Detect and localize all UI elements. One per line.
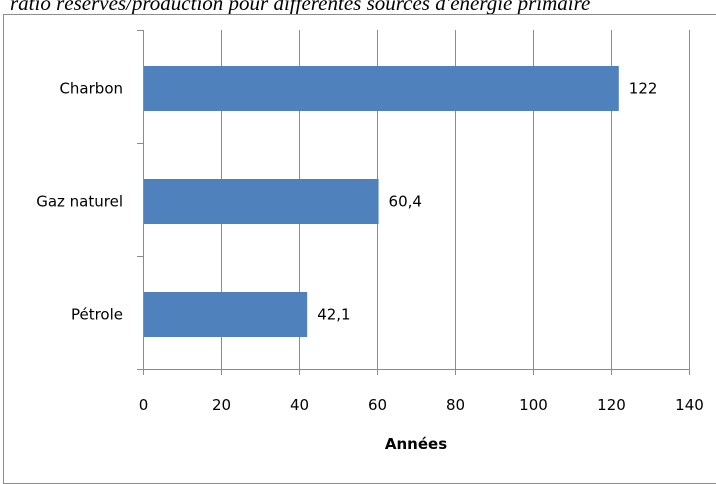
bar-gaz-naturel <box>144 179 379 224</box>
bar-charbon <box>144 66 619 111</box>
data-label: 42,1 <box>317 306 350 324</box>
category-label: Gaz naturel <box>36 193 123 211</box>
x-axis-title: Années <box>385 435 447 453</box>
bar-chart: 0 20 40 60 80 100 120 140 Charbon 122 Gaz naturel… <box>36 30 704 453</box>
x-tick-label: 140 <box>675 396 704 414</box>
data-label: 60,4 <box>389 193 422 211</box>
x-tick-label: 0 <box>139 396 149 414</box>
chart-title: ratio réserves/production pour différent… <box>10 0 591 15</box>
x-tick-label: 120 <box>597 396 626 414</box>
category-label: Charbon <box>59 80 123 98</box>
category-label: Pétrole <box>71 306 123 324</box>
x-tick-label: 60 <box>368 396 387 414</box>
x-tick-label: 20 <box>212 396 231 414</box>
x-tick-label: 40 <box>290 396 309 414</box>
x-tick-label: 80 <box>446 396 465 414</box>
bar-p-trole <box>144 292 308 337</box>
data-label: 122 <box>629 80 658 98</box>
x-tick-label: 100 <box>519 396 548 414</box>
